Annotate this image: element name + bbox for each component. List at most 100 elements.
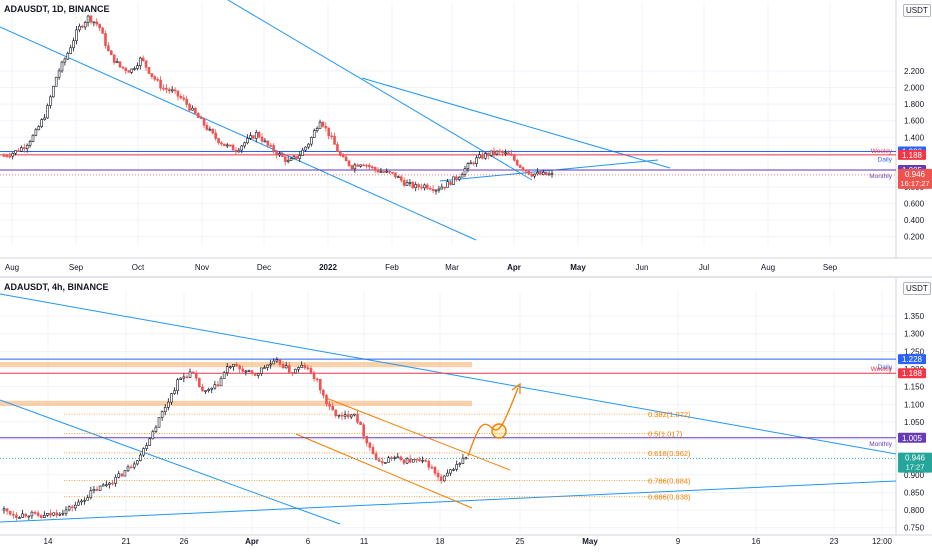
candle-body (380, 461, 384, 464)
x-tick-label: Aug (761, 263, 775, 272)
candle-body (60, 61, 64, 72)
candle-body (154, 426, 158, 432)
candle-body (434, 189, 438, 192)
candle-body (295, 156, 299, 159)
candle-body (225, 144, 229, 147)
candle-body (51, 85, 55, 98)
candle-body (376, 169, 380, 173)
candle-body (117, 473, 121, 478)
y-tick-label: 2.000 (904, 84, 925, 93)
candle-body (58, 513, 62, 516)
candle-body (439, 476, 443, 482)
candle-body (247, 370, 251, 372)
panel-separator[interactable] (0, 276, 932, 278)
candle-body (275, 151, 278, 156)
candle-body (83, 22, 87, 28)
candle-body (371, 447, 375, 455)
trendline (295, 433, 473, 509)
y-tick-label: 1.350 (904, 312, 925, 321)
candle-body (426, 184, 429, 189)
4h-candlestick-chart[interactable]: 1.3501.3001.2501.2001.1501.1001.0501.000… (0, 278, 932, 550)
chart-title-daily: ADAUSDT, 1D, BINANCE (4, 4, 110, 14)
candle-body (289, 158, 293, 161)
candle-body (263, 140, 267, 143)
last-price-value: 0.946 (905, 454, 926, 463)
trendline (325, 397, 511, 471)
candle-body (325, 395, 328, 405)
candle-body (145, 445, 148, 449)
candle-body (340, 414, 344, 417)
candle-body (83, 499, 86, 502)
candle-body (336, 144, 339, 152)
candle-body (307, 143, 310, 148)
candle-body (39, 515, 43, 518)
candle-body (333, 135, 336, 145)
candle-body (424, 459, 427, 462)
candle-body (269, 145, 273, 147)
candle-body (98, 485, 102, 491)
candle-body (2, 155, 6, 157)
candle-body (12, 513, 15, 516)
candle-body (205, 125, 209, 130)
candle-body (390, 457, 393, 459)
candle-body (49, 513, 52, 516)
candle-body (27, 515, 31, 518)
candle-body (43, 117, 46, 120)
candle-body (475, 157, 478, 164)
candle-body (515, 159, 519, 166)
candle-body (272, 145, 275, 152)
candle-body (536, 171, 539, 175)
candle-body (306, 367, 310, 370)
candle-body (418, 459, 421, 462)
candle-body (156, 79, 159, 81)
x-tick-label: 2022 (319, 263, 337, 272)
candle-body (542, 171, 545, 175)
candle-body (167, 89, 171, 92)
daily-chart-panel[interactable]: ADAUSDT, 1D, BINANCE USDT 2.200 2.000 1.80… (0, 0, 932, 276)
trendline (0, 399, 341, 525)
candle-body (132, 463, 136, 468)
candle-body (216, 384, 220, 387)
candle-body (328, 403, 331, 407)
4h-chart-panel[interactable]: ADAUSDT, 4h, BINANCE USDT 1.350 1.300 1.25… (0, 278, 932, 550)
candle-body (208, 128, 212, 131)
trendline (361, 77, 671, 169)
candle-body (356, 413, 359, 423)
candle-body (353, 164, 357, 170)
candle-body (331, 405, 334, 411)
candle-body (173, 89, 177, 92)
candle-body (228, 144, 232, 147)
candle-body (232, 364, 235, 367)
candle-body (430, 466, 434, 469)
candle-body (377, 459, 381, 462)
key-level-name: Weekly (871, 148, 893, 155)
candle-body (414, 184, 418, 189)
candle-body (322, 389, 325, 396)
candle-body (324, 125, 328, 129)
candle-body (136, 460, 139, 465)
candle-body (411, 459, 415, 463)
fib-level-label: 0.5(1.017) (648, 430, 683, 439)
currency-label-4h[interactable]: USDT (903, 282, 931, 295)
daily-candlestick-chart[interactable]: 2.2002.0001.8001.6001.4001.2001.0000.800… (0, 0, 932, 276)
y-tick-label: 0.750 (904, 524, 925, 533)
candle-body (362, 424, 365, 437)
candle-body (66, 53, 70, 60)
candle-body (105, 484, 108, 486)
candle-body (421, 459, 424, 462)
price-label-text: 1.188 (902, 369, 923, 378)
candle-body (484, 153, 487, 159)
candle-body (240, 145, 244, 151)
candle-body (185, 376, 189, 379)
candle-body (201, 386, 204, 392)
candle-body (107, 45, 110, 52)
candle-body (495, 150, 499, 155)
candle-body (393, 457, 396, 459)
x-tick-label: Sep (823, 263, 838, 272)
candle-body (246, 137, 249, 144)
candle-body (521, 167, 525, 171)
y-tick-label: 0.600 (904, 200, 925, 209)
candle-body (253, 373, 257, 376)
currency-label-daily[interactable]: USDT (903, 4, 931, 17)
candle-body (356, 164, 360, 167)
